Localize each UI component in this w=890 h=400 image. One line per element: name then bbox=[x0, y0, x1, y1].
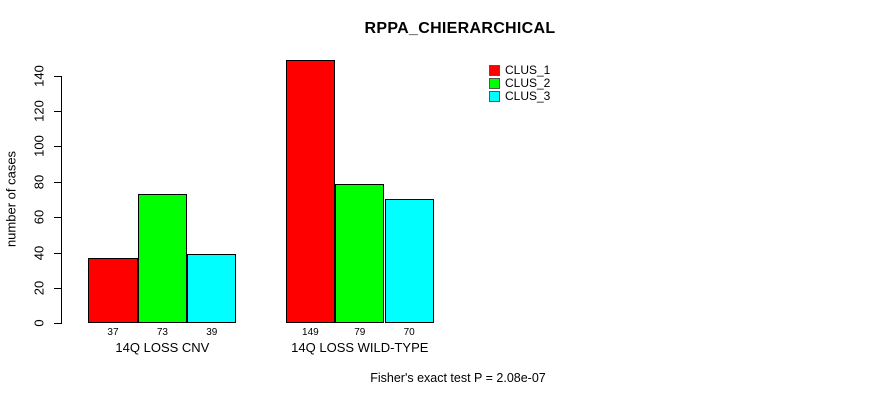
bar-value-label: 149 bbox=[302, 327, 319, 338]
y-axis-tick-label: 140 bbox=[31, 64, 47, 87]
y-axis-tick-label: 80 bbox=[31, 174, 47, 189]
legend-item-clus_2: CLUS_2 bbox=[489, 76, 551, 90]
bar-clus-2-14q-loss-wild-type bbox=[335, 183, 385, 324]
legend-swatch-icon bbox=[489, 91, 500, 102]
legend-label: CLUS_1 bbox=[505, 63, 551, 77]
y-axis-tick bbox=[54, 181, 61, 183]
y-axis-tick bbox=[54, 217, 61, 219]
y-axis-tick bbox=[54, 75, 61, 77]
bar-value-label: 37 bbox=[107, 327, 119, 338]
bar-clus-1-14q-loss-wild-type bbox=[285, 59, 336, 324]
legend-swatch-icon bbox=[489, 78, 500, 89]
bar-value-label: 79 bbox=[354, 327, 366, 338]
legend-swatch-icon bbox=[489, 65, 500, 76]
x-category-label: 14Q LOSS CNV bbox=[115, 340, 210, 355]
y-axis-tick bbox=[54, 146, 61, 148]
y-axis-tick bbox=[54, 252, 61, 254]
y-axis-tick-label: 0 bbox=[31, 319, 47, 327]
legend-item-clus_3: CLUS_3 bbox=[489, 89, 551, 103]
y-axis-tick-label: 100 bbox=[31, 135, 47, 158]
y-axis-tick-label: 20 bbox=[31, 280, 47, 296]
legend: CLUS_1 CLUS_2 CLUS_3 bbox=[489, 63, 551, 103]
bar-value-label: 70 bbox=[403, 327, 415, 338]
legend-item-clus_1: CLUS_1 bbox=[489, 63, 551, 77]
y-axis-tick bbox=[54, 287, 61, 289]
bar-clus-3-14q-loss-cnv bbox=[187, 254, 237, 324]
chart-title: RPPA_CHIERARCHICAL bbox=[364, 20, 556, 37]
bar-value-label: 39 bbox=[206, 327, 218, 338]
y-axis-tick-label: 120 bbox=[31, 100, 47, 122]
bar-clus-1-14q-loss-cnv bbox=[88, 257, 138, 324]
y-axis-tick bbox=[54, 110, 61, 112]
bar-clus-2-14q-loss-cnv bbox=[137, 194, 188, 324]
y-axis-tick bbox=[54, 323, 61, 325]
legend-label: CLUS_3 bbox=[505, 89, 551, 103]
bar-clus-3-14q-loss-wild-type bbox=[384, 199, 434, 324]
annotation-text: Fisher's exact test P = 2.08e-07 bbox=[370, 371, 546, 385]
x-category-label: 14Q LOSS WILD-TYPE bbox=[291, 340, 429, 355]
y-axis-title: number of cases bbox=[3, 150, 19, 248]
bar-value-label: 73 bbox=[156, 327, 168, 338]
y-axis-tick-label: 40 bbox=[31, 245, 47, 260]
legend-label: CLUS_2 bbox=[505, 76, 551, 90]
y-axis-tick-label: 60 bbox=[31, 209, 47, 225]
y-axis-line bbox=[61, 75, 62, 325]
